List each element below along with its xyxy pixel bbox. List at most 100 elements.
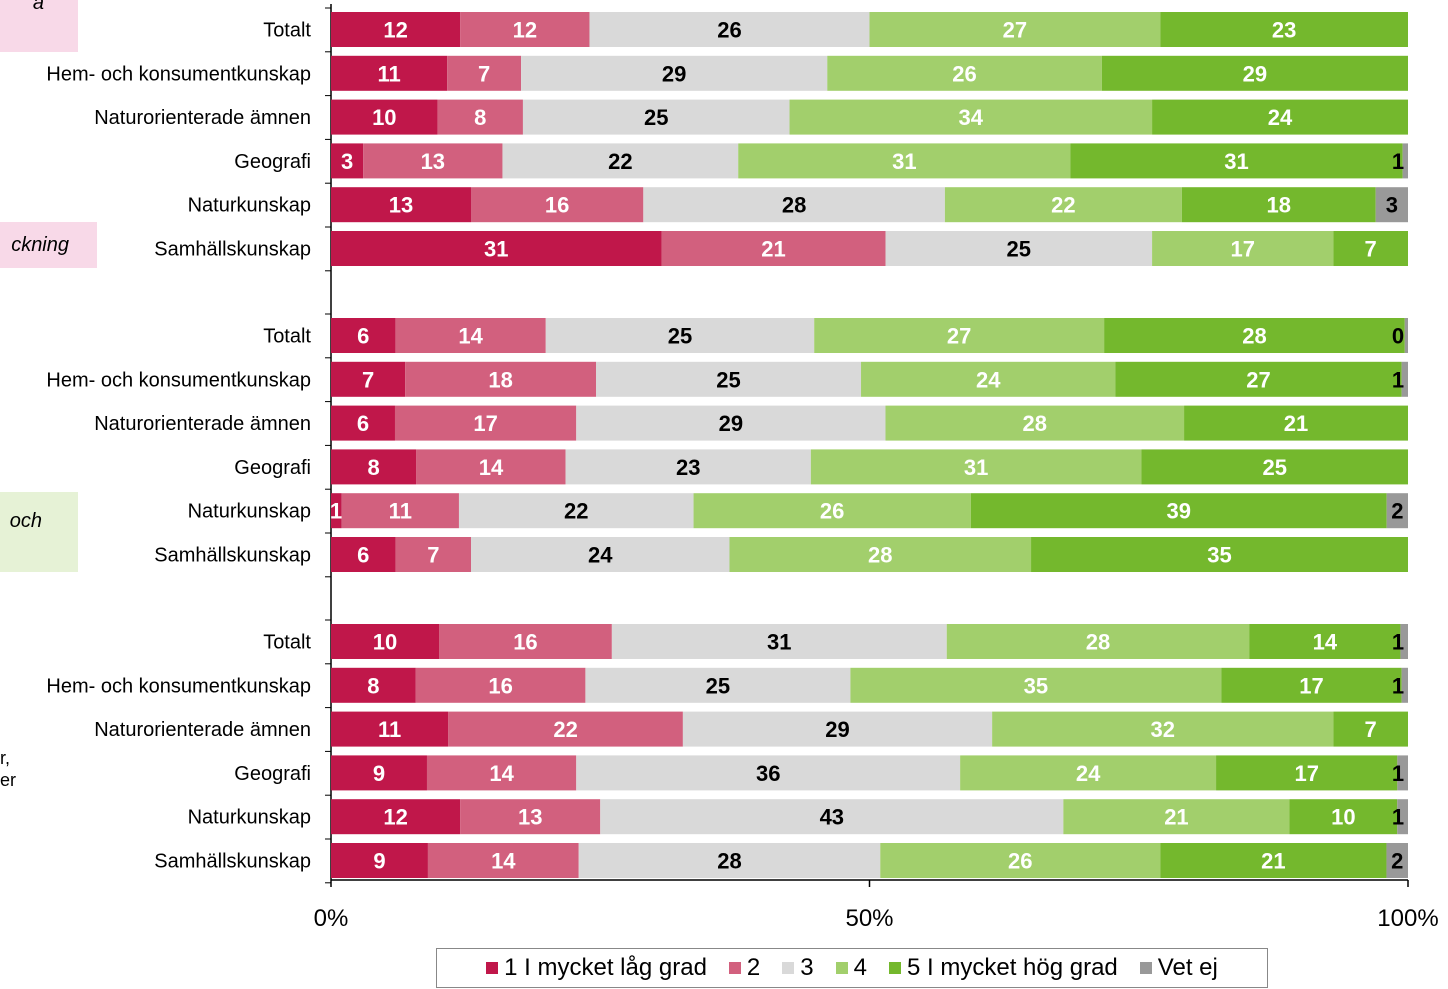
category-label: Samhällskunskap — [154, 851, 311, 873]
bar-segment — [880, 843, 1161, 878]
bar-segment — [331, 667, 416, 703]
bar-segment — [578, 843, 881, 878]
bar-segment — [331, 12, 461, 47]
bar-segment — [576, 405, 886, 441]
data-label: 28 — [717, 849, 741, 874]
data-label: 13 — [518, 805, 542, 830]
data-label: 22 — [564, 499, 588, 524]
data-label: 6 — [357, 411, 369, 436]
bar-segment — [869, 12, 1161, 47]
category-label: Hem- och konsumentkunskap — [46, 369, 311, 391]
data-label: 28 — [1023, 411, 1047, 436]
x-tick-label: 50% — [845, 905, 893, 932]
data-label: 10 — [372, 105, 396, 130]
data-label: 10 — [1331, 805, 1355, 830]
category-label: Naturkunskap — [188, 501, 311, 523]
category-label: Geografi — [234, 457, 311, 479]
bar-segment — [1101, 55, 1408, 91]
bar-segment — [596, 361, 862, 397]
bar-segment — [1401, 667, 1408, 703]
bar-segment — [1386, 843, 1408, 878]
data-label: 28 — [1086, 630, 1110, 655]
bar-segment — [1160, 843, 1387, 878]
group3-side-label-text: och — [9, 510, 42, 532]
data-label: 9 — [373, 849, 385, 874]
data-label: 11 — [377, 61, 400, 86]
legend-label: 2 — [746, 954, 761, 981]
bar-segment — [576, 755, 961, 791]
data-label: 25 — [668, 324, 692, 349]
bar-segment — [1249, 624, 1401, 659]
bar-segment — [682, 711, 993, 747]
legend-swatch — [728, 962, 741, 974]
data-label: 24 — [1268, 105, 1293, 130]
data-label: 21 — [1284, 411, 1308, 436]
bar-segment — [416, 449, 566, 485]
bar-segment — [885, 405, 1185, 441]
bar-segment — [1400, 624, 1408, 659]
bar-segment — [992, 711, 1334, 747]
bar-segment — [521, 55, 828, 91]
data-label: 3 — [1386, 193, 1398, 218]
bar-segment — [946, 624, 1250, 659]
bar-segment — [1397, 755, 1408, 791]
data-label: 14 — [479, 455, 504, 480]
bar-segment — [1221, 667, 1402, 703]
data-label: 23 — [676, 455, 700, 480]
bar-segment — [1397, 799, 1408, 835]
bar-segment — [861, 361, 1116, 397]
category-label: Naturkunskap — [188, 195, 311, 217]
data-label: 12 — [383, 18, 407, 43]
bar-segment — [331, 231, 662, 266]
legend-swatch — [782, 962, 795, 974]
bar-segment — [471, 187, 644, 223]
data-label: 6 — [357, 324, 369, 349]
bar-segment — [394, 405, 577, 441]
bar-segment — [363, 143, 503, 179]
group3-note-line1: r, — [0, 748, 11, 768]
bar-segment — [447, 55, 522, 91]
bar-segment — [331, 99, 438, 135]
category-label: Samhällskunskap — [154, 239, 311, 261]
data-label: 17 — [1294, 761, 1318, 786]
group3-side-label: och — [0, 492, 78, 572]
bar-segment — [1216, 755, 1398, 791]
data-label: 27 — [947, 324, 971, 349]
bar-segment — [729, 537, 1032, 572]
data-label: 11 — [378, 717, 401, 742]
data-label: 6 — [357, 543, 369, 568]
category-label: Totalt — [263, 632, 311, 654]
data-label: 22 — [608, 149, 632, 174]
data-label: 1 — [330, 499, 342, 524]
category-label: Geografi — [234, 763, 311, 785]
data-label: 14 — [491, 849, 516, 874]
bar-segment — [331, 449, 417, 485]
legend-item: Vet ej — [1139, 954, 1218, 982]
x-tick-label: 0% — [314, 905, 349, 932]
data-label: 12 — [513, 18, 537, 43]
bar-segment — [331, 755, 427, 791]
data-label: 26 — [1008, 849, 1032, 874]
bar-segment — [395, 318, 546, 353]
bar-segment — [1289, 799, 1398, 835]
data-label: 17 — [1230, 237, 1254, 262]
data-label: 13 — [421, 149, 445, 174]
data-label: 31 — [1224, 149, 1248, 174]
data-label: 17 — [1299, 673, 1323, 698]
data-label: 17 — [473, 411, 497, 436]
group2-side-label-text: ckning — [11, 234, 69, 256]
data-label: 25 — [1262, 455, 1286, 480]
data-label: 27 — [1246, 367, 1270, 392]
category-label: Totalt — [263, 326, 311, 348]
data-label: 2 — [1391, 499, 1403, 524]
legend-item: 3 — [782, 954, 814, 982]
data-label: 43 — [820, 805, 844, 830]
data-label: 7 — [478, 61, 490, 86]
bar-segment — [1333, 711, 1408, 747]
bar-segment — [738, 143, 1071, 179]
bar-segment — [341, 493, 459, 529]
data-label: 14 — [1313, 630, 1338, 655]
category-label: Geografi — [234, 151, 311, 173]
data-label: 32 — [1151, 717, 1175, 742]
data-label: 1 — [1392, 805, 1404, 830]
